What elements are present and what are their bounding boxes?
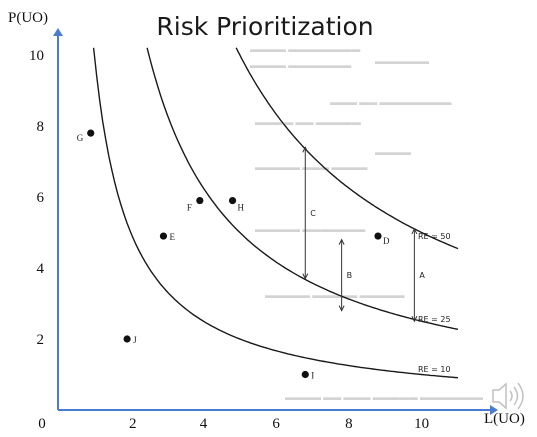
- svg-text:▬▬▬ ▬▬ ▬▬▬▬▬▬▬▬: ▬▬▬ ▬▬ ▬▬▬▬▬▬▬▬: [330, 97, 452, 107]
- arrowhead-top: [302, 146, 309, 153]
- risk-point-label: E: [169, 232, 175, 242]
- risk-point-label: I: [311, 371, 314, 381]
- arrowhead-top: [411, 227, 418, 235]
- risk-point: [123, 335, 131, 343]
- arrowhead-bottom: [302, 273, 309, 280]
- y-tick-label: 6: [37, 190, 45, 206]
- arrowhead-top: [338, 238, 345, 245]
- x-axis-title: L(UO): [484, 411, 525, 427]
- chart-title: Risk Prioritization: [156, 12, 373, 41]
- risk-point-label: F: [187, 203, 192, 213]
- y-tick-label: 4: [37, 261, 45, 277]
- svg-text:▬▬▬▬▬▬: ▬▬▬▬▬▬: [375, 56, 429, 66]
- y-tick-label: 8: [37, 119, 45, 135]
- x-tick-label: 8: [345, 416, 353, 432]
- risk-point: [301, 370, 309, 379]
- svg-text:▬▬▬▬ ▬▬ ▬▬▬ ▬▬▬▬▬ ▬▬▬▬▬▬▬: ▬▬▬▬ ▬▬ ▬▬▬ ▬▬▬▬▬ ▬▬▬▬▬▬▬: [285, 392, 483, 402]
- iso-risk-curve: [146, 47, 459, 330]
- risk-difference-arrows: C B A: [302, 146, 425, 323]
- arrowhead-bottom: [338, 305, 345, 312]
- svg-text:▬▬▬▬▬ ▬▬▬▬▬ ▬▬▬▬▬: ▬▬▬▬▬ ▬▬▬▬▬ ▬▬▬▬▬: [265, 290, 405, 300]
- x-tick-label: 4: [200, 416, 208, 432]
- svg-text:▬▬▬▬ ▬▬▬▬▬▬▬▬: ▬▬▬▬ ▬▬▬▬▬▬▬▬: [250, 44, 360, 54]
- arrow-label: A: [419, 271, 425, 280]
- risk-point: [87, 129, 95, 137]
- risk-point-label: J: [133, 335, 137, 345]
- x-axis-arrowhead: [490, 405, 498, 415]
- x-tick-label: 6: [272, 416, 280, 432]
- risk-point: [374, 232, 382, 240]
- risk-point-label: H: [238, 203, 245, 213]
- y-axis-title: P(UO): [8, 10, 48, 26]
- iso-risk-curve: [92, 47, 459, 379]
- y-tick-label: 2: [37, 332, 45, 348]
- iso-risk-curves: RE = 50 RE = 25 RE = 10: [92, 47, 459, 379]
- arrow-label: C: [310, 209, 316, 218]
- svg-text:▬▬▬▬: ▬▬▬▬: [375, 147, 411, 157]
- x-tick-label: 10: [414, 416, 429, 432]
- risk-point: [196, 196, 204, 205]
- risk-point-label: G: [77, 133, 84, 143]
- svg-text:▬▬▬▬▬ ▬▬▬▬▬▬▬: ▬▬▬▬▬ ▬▬▬▬▬▬▬: [255, 224, 365, 234]
- x-tick-label: 2: [129, 416, 137, 432]
- x-tick-label: 0: [38, 416, 46, 432]
- iso-risk-curve-label: RE = 25: [418, 315, 451, 324]
- risk-point-label: D: [383, 236, 390, 246]
- risk-points: G F H E D J I: [77, 129, 390, 381]
- risk-point: [159, 232, 168, 240]
- svg-text:▬▬▬ ▬ ▬▬ ▬▬▬▬▬: ▬▬▬ ▬ ▬▬ ▬▬▬▬▬: [255, 117, 361, 127]
- iso-risk-curve-label: RE = 50: [418, 232, 451, 241]
- iso-risk-curve-label: RE = 10: [418, 365, 451, 374]
- background-scan-texture: ▬▬▬▬ ▬▬▬▬▬▬▬▬ ▬▬▬▬ ▬▬▬▬▬▬▬ ▬▬▬▬▬▬ ▬▬▬ ▬▬…: [250, 44, 483, 402]
- risk-point: [228, 196, 237, 205]
- y-tick-label: 10: [29, 48, 44, 64]
- svg-text:▬▬▬▬ ▬▬▬▬▬▬▬: ▬▬▬▬ ▬▬▬▬▬▬▬: [250, 60, 351, 70]
- iso-risk-curve: [235, 47, 459, 250]
- y-axis-arrowhead: [53, 28, 63, 36]
- axes: 0 2 4 6 8 10 2 4 6 8 10: [29, 28, 498, 432]
- arrowhead-bottom: [411, 316, 418, 323]
- speaker-volume-icon[interactable]: [492, 382, 524, 410]
- svg-text:▬▬▬▬▬ ▬▬▬ ▬▬▬▬: ▬▬▬▬▬ ▬▬▬ ▬▬▬▬: [255, 162, 368, 172]
- arrow-label: B: [347, 271, 353, 280]
